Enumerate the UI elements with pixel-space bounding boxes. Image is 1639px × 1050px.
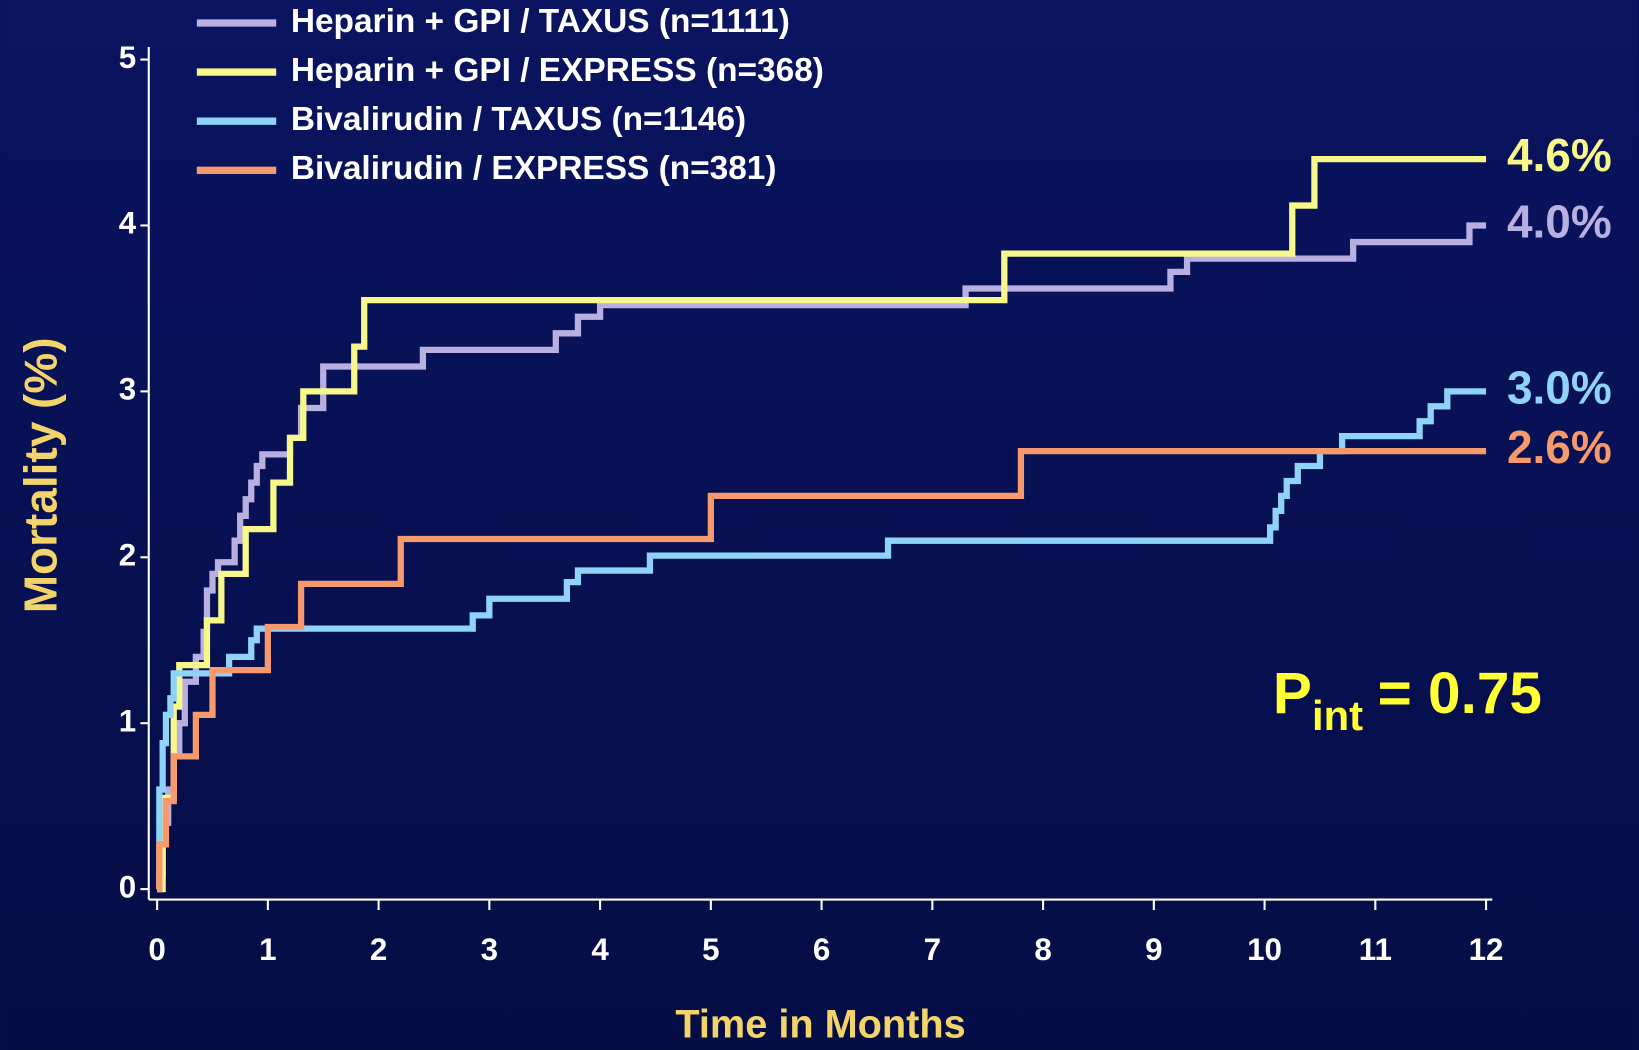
legend-label: Heparin + GPI / TAXUS (n=1111) <box>291 3 790 40</box>
x-tick-label: 9 <box>1145 932 1162 967</box>
y-tick-label: 3 <box>119 372 136 407</box>
x-tick-label: 7 <box>924 932 941 967</box>
y-axis-label: Mortality (%) <box>14 337 66 613</box>
end-label: 3.0% <box>1507 362 1612 414</box>
y-tick-label: 5 <box>119 40 136 75</box>
legend-label: Bivalirudin / TAXUS (n=1146) <box>291 101 746 138</box>
x-tick-label: 8 <box>1034 932 1051 967</box>
x-axis-label: Time in Months <box>675 1002 965 1046</box>
survival-curve <box>157 155 1487 893</box>
p-rest: = 0.75 <box>1378 661 1542 726</box>
survival-curve <box>156 447 1487 893</box>
legend-label: Bivalirudin / EXPRESS (n=381) <box>291 150 777 187</box>
x-tick-label: 2 <box>370 932 387 967</box>
end-label: 4.0% <box>1507 196 1612 248</box>
x-tick-label: 4 <box>591 932 609 967</box>
y-tick-label: 1 <box>119 703 136 738</box>
x-tick-label: 0 <box>148 932 165 967</box>
end-label: 2.6% <box>1507 421 1612 473</box>
y-tick-label: 0 <box>119 869 136 904</box>
p-main: P <box>1273 661 1312 726</box>
p-sub: int <box>1312 692 1363 739</box>
p-value-annotation: Pint = 0.75 <box>1273 661 1542 738</box>
end-label: 4.6% <box>1507 129 1612 181</box>
x-tick-label: 12 <box>1469 932 1504 967</box>
y-tick-label: 2 <box>119 538 136 573</box>
x-tick-label: 5 <box>702 932 719 967</box>
x-tick-label: 3 <box>481 932 498 967</box>
y-tick-label: 4 <box>119 206 137 241</box>
x-tick-label: 6 <box>813 932 830 967</box>
x-tick-label: 10 <box>1247 932 1282 967</box>
legend-label: Heparin + GPI / EXPRESS (n=368) <box>291 52 824 89</box>
x-tick-label: 1 <box>259 932 276 967</box>
x-tick-label: 11 <box>1359 932 1392 967</box>
